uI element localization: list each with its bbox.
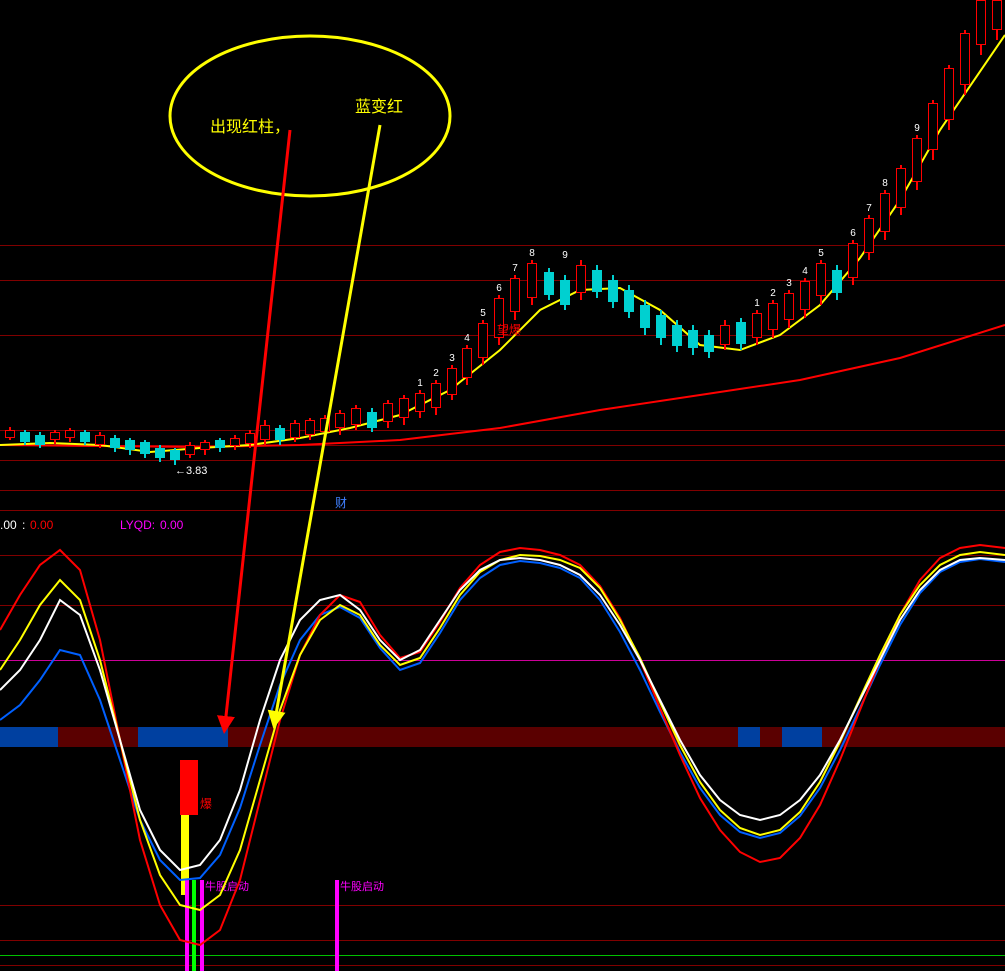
count-label: 5 [476, 308, 490, 319]
band-segment [782, 727, 822, 747]
gridline [0, 445, 1005, 446]
gridline [0, 430, 1005, 431]
gridline [0, 460, 1005, 461]
band-segment [0, 727, 58, 747]
oscillator-svg [0, 0, 1005, 971]
price-chart-svg [0, 0, 1005, 971]
count-label: 2 [766, 288, 780, 299]
price-label: ←3.83 [175, 465, 207, 477]
band-segment [138, 727, 228, 747]
count-label: 3 [445, 353, 459, 364]
header-lyqd: LYQD: [120, 518, 155, 532]
gridline [0, 555, 1005, 556]
count-label: 6 [846, 228, 860, 239]
count-label: 8 [525, 248, 539, 259]
count-label: 8 [878, 178, 892, 189]
header-val1: .00 [0, 518, 17, 532]
count-label: 7 [508, 263, 522, 274]
band-segment [250, 727, 738, 747]
count-label: 2 [429, 368, 443, 379]
vertical-bar [192, 880, 196, 971]
annotation-text-1: 出现红柱， [210, 113, 290, 137]
header-val2: 0.00 [30, 518, 53, 532]
band-segment [228, 727, 250, 747]
count-label: 4 [798, 266, 812, 277]
count-label: 3 [782, 278, 796, 289]
band-segment [760, 727, 782, 747]
gridline [0, 940, 1005, 941]
count-label: 9 [910, 123, 924, 134]
count-label: 5 [814, 248, 828, 259]
vertical-bar [200, 880, 204, 971]
gridline [0, 280, 1005, 281]
gridline [0, 605, 1005, 606]
header-lyqd-val: 0.00 [160, 518, 183, 532]
count-label: 6 [492, 283, 506, 294]
gridline [0, 965, 1005, 966]
start-label: 牛股启动 [340, 878, 384, 894]
count-label: 4 [460, 333, 474, 344]
count-label: 1 [413, 378, 427, 389]
annotation-svg [0, 0, 1005, 971]
annotation-text-2: 蓝变红 [355, 93, 403, 117]
cai-label: 财 [335, 494, 347, 511]
count-label: 1 [750, 298, 764, 309]
vertical-bar [185, 880, 189, 971]
count-label: 7 [862, 203, 876, 214]
band-segment [58, 727, 138, 747]
bao-label: 爆 [200, 795, 212, 812]
band-segment [738, 727, 760, 747]
red-column [180, 760, 198, 815]
start-label: 牛股启动 [205, 878, 249, 894]
vertical-bar [335, 880, 339, 971]
header-sep: : [22, 518, 25, 532]
band-segment [822, 727, 1005, 747]
signal-band [0, 727, 1005, 747]
wangbao-label: 望爆 [497, 321, 521, 338]
gridline [0, 490, 1005, 491]
count-label: 9 [558, 250, 572, 261]
gridline [0, 905, 1005, 906]
